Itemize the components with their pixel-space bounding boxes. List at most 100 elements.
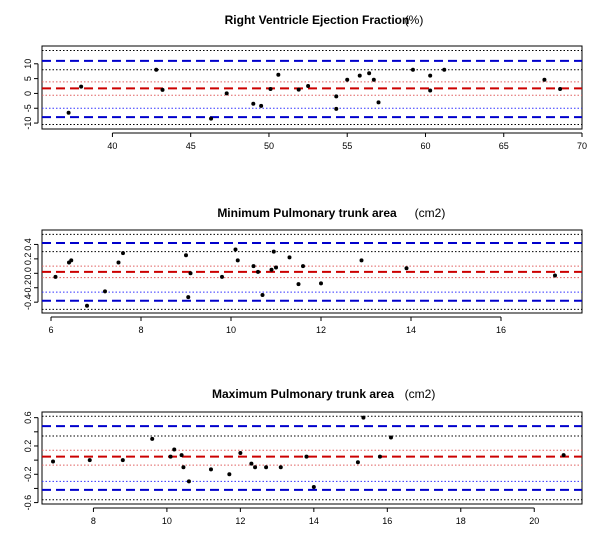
data-points	[53, 247, 557, 308]
data-point	[355, 460, 360, 465]
data-point	[251, 101, 256, 106]
panel-unit: (cm2)	[405, 387, 436, 401]
reference-lines	[42, 233, 582, 310]
data-point	[357, 73, 362, 78]
data-point	[278, 465, 283, 470]
data-point	[116, 260, 121, 265]
x-tick-label: 60	[420, 141, 430, 151]
x-axis: 40 45 50 55 60 65 70	[107, 132, 587, 151]
x-tick-label: 45	[186, 141, 196, 151]
data-point	[304, 454, 309, 459]
data-point	[179, 453, 184, 458]
data-point	[208, 467, 213, 472]
x-tick-label: 12	[235, 516, 245, 526]
data-point	[253, 465, 258, 470]
data-point	[227, 472, 232, 477]
data-point	[160, 87, 165, 92]
x-tick-label: 16	[496, 325, 506, 335]
data-point	[220, 274, 224, 279]
data-point	[377, 454, 382, 459]
y-tick-label: 0.2	[23, 253, 33, 266]
reference-lines	[42, 49, 582, 126]
data-point	[367, 71, 372, 76]
data-point	[209, 116, 214, 121]
y-tick-label: -0.4	[23, 294, 33, 310]
data-point	[542, 77, 547, 82]
x-tick-label: 40	[107, 141, 117, 151]
data-point	[334, 106, 339, 111]
y-axis: -0.6 -0.2 0.2 0.6	[23, 411, 39, 511]
data-point	[404, 266, 409, 271]
data-point	[172, 447, 177, 452]
data-point	[51, 459, 56, 464]
data-point	[103, 289, 107, 294]
x-tick-label: 55	[342, 141, 352, 151]
data-points	[51, 415, 566, 490]
data-point	[87, 458, 92, 463]
x-tick-label: 8	[138, 325, 143, 335]
data-point	[181, 465, 186, 470]
x-axis: 8 10 12 14 16 18 20	[91, 507, 539, 526]
data-point	[296, 282, 301, 287]
y-tick-label: 0.4	[23, 238, 33, 251]
data-point	[168, 454, 173, 459]
data-point	[256, 269, 260, 274]
x-tick-label: 10	[162, 516, 172, 526]
y-tick-label: 0	[23, 91, 33, 96]
data-point	[276, 72, 281, 77]
data-point	[186, 479, 191, 484]
data-point	[345, 77, 350, 82]
data-point	[79, 84, 84, 89]
data-point	[188, 271, 193, 276]
data-point	[53, 274, 58, 279]
data-point	[371, 77, 376, 82]
data-point	[428, 73, 433, 78]
x-tick-label: 65	[499, 141, 509, 151]
data-point	[66, 110, 71, 115]
x-tick-label: 14	[406, 325, 416, 335]
data-point	[558, 86, 563, 91]
data-point	[268, 86, 273, 91]
y-tick-label: -0.2	[23, 280, 33, 296]
x-tick-label: 10	[226, 325, 236, 335]
x-tick-label: 70	[577, 141, 587, 151]
y-axis: -0.4-0.20.00.2 0.4	[23, 238, 39, 310]
x-tick-label: 14	[309, 516, 319, 526]
data-point	[361, 415, 366, 420]
data-point	[260, 292, 265, 297]
plot-frame	[41, 411, 583, 505]
panel-unit: (cm2)	[415, 206, 446, 220]
data-point	[553, 273, 557, 278]
data-point	[259, 103, 264, 108]
y-tick-label: 10	[23, 59, 33, 69]
data-point	[296, 87, 301, 92]
data-point	[85, 303, 89, 308]
data-point	[251, 264, 256, 269]
data-point	[311, 485, 316, 490]
data-point	[442, 67, 447, 72]
panel-right-ventricle-ejection-fraction: Right Ventricle Ejection Fraction (%) 40…	[23, 13, 587, 151]
y-tick-label: -10	[23, 117, 33, 130]
data-point	[306, 84, 311, 89]
data-point	[238, 451, 243, 456]
x-tick-label: 6	[48, 325, 53, 335]
data-point	[186, 295, 191, 300]
y-tick-label: 5	[23, 76, 33, 81]
x-tick-label: 20	[529, 516, 539, 526]
data-point	[233, 247, 238, 252]
data-point	[319, 281, 323, 286]
data-point	[388, 435, 393, 440]
data-point	[235, 258, 240, 263]
data-points	[66, 67, 563, 121]
panel-minimum-pulmonary-trunk-area: Minimum Pulmonary trunk area (cm2) 6 8 10 1…	[23, 206, 583, 335]
y-axis: -10 -5 0 5 10	[23, 59, 39, 130]
panel-title: Minimum Pulmonary trunk area	[217, 206, 397, 220]
data-point	[249, 461, 254, 466]
y-tick-label: -5	[23, 104, 33, 112]
x-tick-label: 50	[264, 141, 274, 151]
y-tick-label: -0.6	[23, 495, 33, 511]
x-tick-label: 8	[91, 516, 96, 526]
data-point	[359, 258, 364, 263]
